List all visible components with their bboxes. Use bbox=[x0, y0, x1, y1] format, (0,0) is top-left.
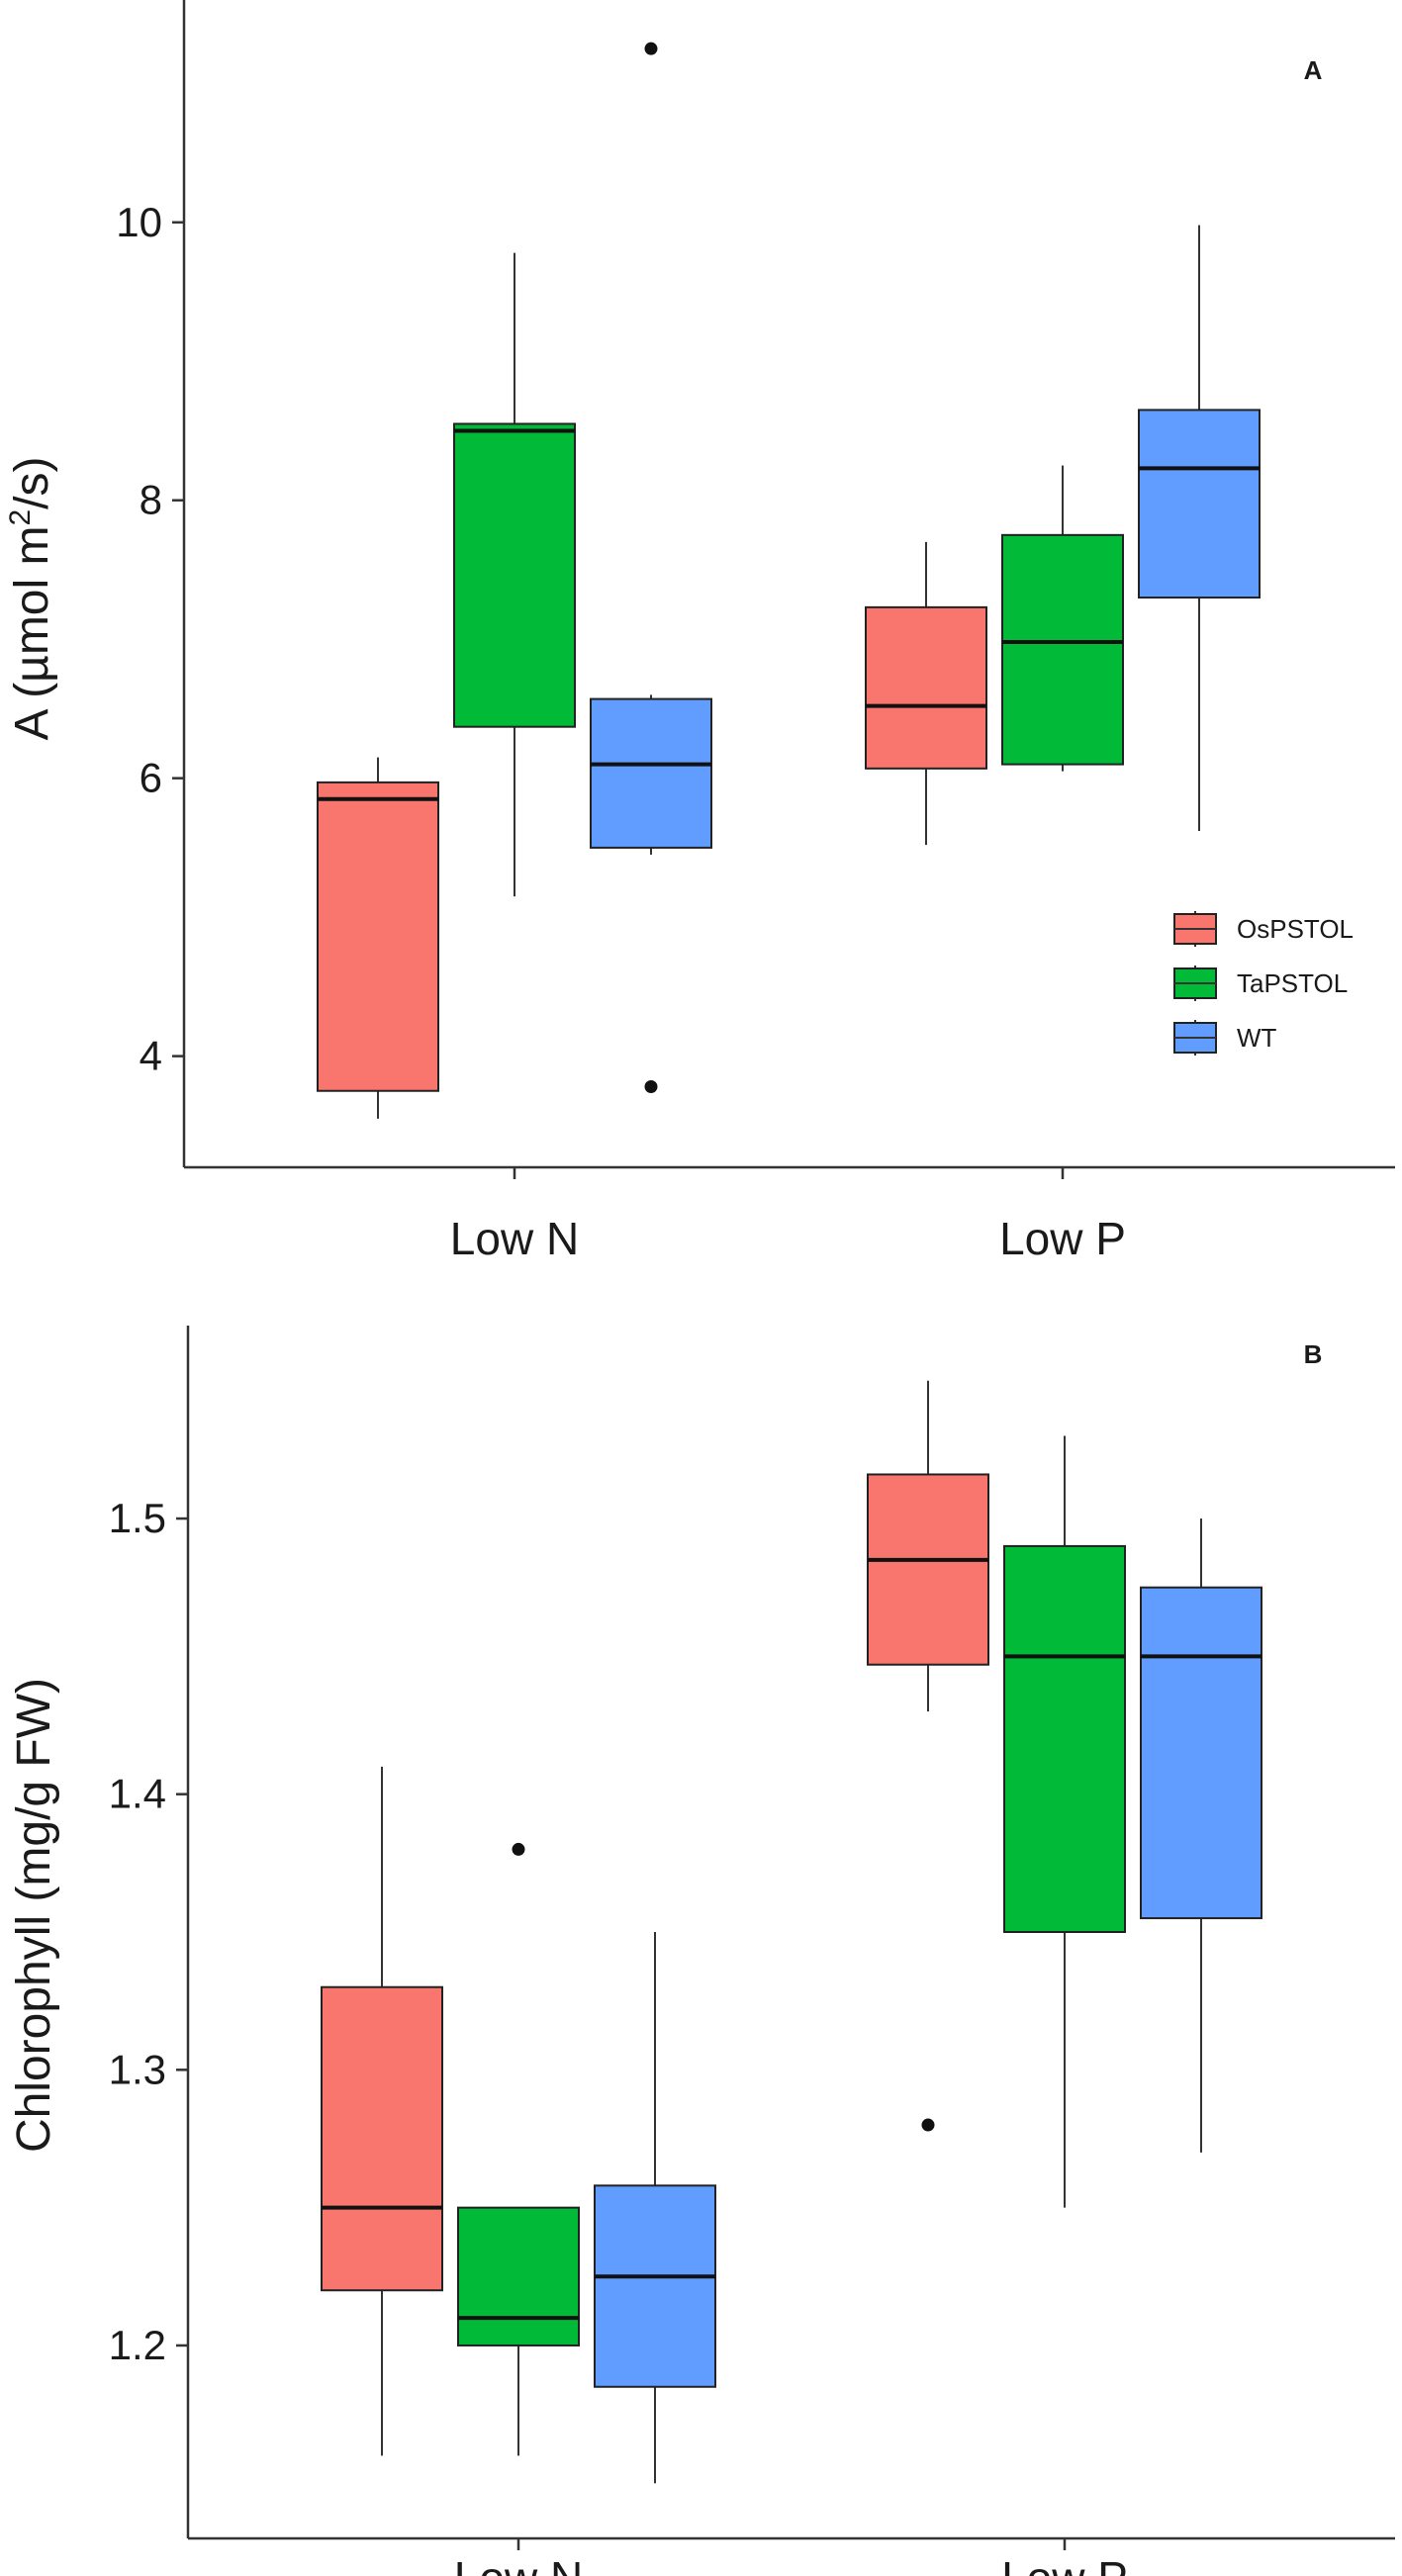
legend-label-tapstol: TaPSTOL bbox=[1237, 968, 1348, 998]
panel-a-x-tick-label: Low N bbox=[450, 1213, 579, 1264]
panel-b-y-axis-title: Chlorophyll (mg/g FW) bbox=[8, 1678, 60, 2153]
panel-b: Chlorophyll (mg/g FW) B 1.2 1.3 1.4 1.5 Low … bbox=[8, 1326, 1395, 2576]
panel-b-box-tapstol-low-p bbox=[1003, 1544, 1126, 1933]
panel-a-box-tapstol-low-p bbox=[1001, 533, 1124, 766]
panel-b-box-wt-low-n bbox=[594, 2184, 716, 2388]
panel-a-box-ospstol-low-n bbox=[317, 781, 439, 1092]
panel-b-x-tick-label: Low N bbox=[454, 2552, 583, 2576]
panel-a-y-tick-label: 6 bbox=[140, 755, 162, 801]
panel-a-letter: A bbox=[1304, 55, 1323, 85]
panel-b-y-tick-label: 1.4 bbox=[109, 1771, 166, 1817]
panel-a-box-tapstol-low-n bbox=[453, 422, 576, 728]
panel-b-box-tapstol-low-n-outlier-point bbox=[512, 1842, 525, 1856]
panel-a-y-axis-title: A (µmol m2/s) bbox=[4, 456, 58, 740]
panel-b-x-tick-label: Low P bbox=[1001, 2552, 1128, 2576]
panel-b-box-ospstol-low-p bbox=[867, 1473, 989, 1666]
panel-b-letter: B bbox=[1304, 1339, 1323, 1369]
legend: OsPSTOL TaPSTOL WT bbox=[1173, 911, 1354, 1056]
panel-b-box-tapstol-low-n bbox=[457, 2206, 580, 2346]
panel-b-box-wt-low-p bbox=[1140, 1586, 1262, 1920]
panel-b-box-ospstol-low-p-outlier-point bbox=[921, 2118, 935, 2132]
panel-a-box-wt-low-n bbox=[590, 697, 712, 849]
panel-a-y-tick-label: 8 bbox=[140, 477, 162, 523]
panel-a-y-tick-label: 4 bbox=[140, 1033, 162, 1079]
panel-b-box-ospstol-low-n bbox=[321, 1985, 443, 2292]
legend-label-ospstol: OsPSTOL bbox=[1237, 914, 1354, 944]
panel-a-y-tick-label: 10 bbox=[116, 199, 162, 245]
panel-a: A (µmol m2/s) A OsPSTOL TaPSTOL WT 4 6 8 10 Lo… bbox=[4, 0, 1395, 1264]
legend-label-wt: WT bbox=[1237, 1023, 1277, 1053]
panel-a-x-tick-label: Low P bbox=[999, 1213, 1126, 1264]
panel-b-y-tick-label: 1.5 bbox=[109, 1495, 166, 1541]
panel-a-box-ospstol-low-p bbox=[865, 605, 987, 770]
panel-a-box-wt-low-n-outlier-point bbox=[644, 1080, 658, 1094]
panel-b-y-tick-label: 1.2 bbox=[109, 2322, 166, 2368]
panel-b-y-tick-label: 1.3 bbox=[109, 2046, 166, 2092]
panel-a-box-wt-low-n-outlier-point bbox=[644, 42, 658, 55]
panel-a-box-wt-low-p bbox=[1138, 409, 1261, 599]
